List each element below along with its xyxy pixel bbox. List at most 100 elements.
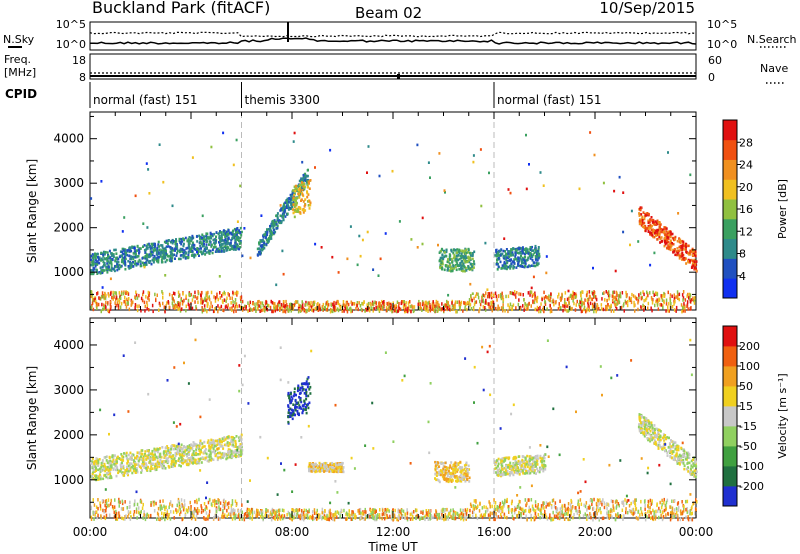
ground-point <box>534 307 536 312</box>
ground-point <box>585 309 587 314</box>
scatter-point <box>216 443 219 447</box>
ground-point <box>607 303 609 307</box>
scatter-point <box>342 470 345 474</box>
scatter-point <box>158 143 161 146</box>
ground-point <box>523 308 525 312</box>
scatter-point <box>229 231 231 235</box>
ground-point <box>588 305 590 309</box>
ground-point <box>250 308 252 312</box>
ground-point <box>584 298 586 302</box>
scatter-point <box>314 242 317 246</box>
scatter-point <box>682 248 685 251</box>
ground-point <box>350 300 352 304</box>
scatter-point <box>505 264 508 268</box>
ground-point <box>288 302 291 307</box>
scatter-point <box>171 455 174 458</box>
ground-point <box>258 304 260 308</box>
scatter-point <box>264 236 267 239</box>
scatter-point <box>121 257 124 260</box>
scatter-point <box>108 462 111 465</box>
ground-point <box>366 308 368 312</box>
ground-point <box>548 294 550 298</box>
ground-point <box>435 302 437 306</box>
scatter-point <box>305 382 308 386</box>
ground-point <box>465 302 467 306</box>
ground-point <box>298 308 300 312</box>
ground-point <box>458 300 460 304</box>
scatter-point <box>306 183 309 186</box>
ground-point <box>231 308 233 312</box>
scatter-point <box>303 402 306 406</box>
scatter-point <box>225 457 228 461</box>
scatter-point <box>191 447 194 451</box>
ground-point <box>140 309 142 313</box>
ground-point <box>404 309 407 314</box>
ground-point <box>479 302 482 307</box>
colorbar-segment <box>723 238 737 259</box>
scatter-point <box>530 264 533 267</box>
scatter-point <box>454 471 457 475</box>
scatter-point <box>155 468 158 471</box>
scatter-point <box>312 467 315 471</box>
scatter-point <box>681 246 684 250</box>
scatter-point <box>221 437 224 441</box>
ground-point <box>565 304 567 308</box>
ground-point <box>100 295 103 299</box>
scatter-point <box>286 212 289 216</box>
scatter-point <box>167 460 170 463</box>
scatter-point <box>652 231 654 234</box>
scatter-point <box>129 266 132 269</box>
ground-point <box>270 299 272 304</box>
ground-point <box>684 304 686 308</box>
ground-point <box>255 309 257 313</box>
scatter-point <box>276 224 279 228</box>
ground-point <box>645 298 647 302</box>
scatter-point <box>149 255 152 258</box>
ground-point <box>505 294 507 299</box>
scatter-point <box>125 465 128 469</box>
ground-point <box>146 307 148 311</box>
ground-point <box>195 305 197 309</box>
scatter-point <box>517 259 520 263</box>
scatter-point <box>442 467 445 471</box>
scatter-point <box>191 446 194 449</box>
scatter-point <box>219 230 221 233</box>
scatter-point <box>663 239 666 243</box>
scatter-point <box>195 453 198 457</box>
ground-point <box>168 305 171 310</box>
ground-point <box>108 294 110 298</box>
colorbar-tick-label: 4 <box>739 270 746 283</box>
scatter-point <box>293 208 296 212</box>
ground-point <box>177 301 180 305</box>
scatter-point <box>178 452 181 456</box>
ground-point <box>574 308 577 312</box>
scatter-point <box>100 461 103 465</box>
ground-point <box>427 309 429 313</box>
scatter-point <box>663 244 666 248</box>
ground-point <box>343 303 345 307</box>
scatter-point <box>283 208 286 212</box>
scatter-point <box>593 153 596 157</box>
scatter-point <box>238 451 241 454</box>
scatter-point <box>222 233 225 236</box>
ground-point <box>550 309 553 313</box>
scatter-point <box>106 251 109 254</box>
ground-point <box>107 292 109 296</box>
scatter-point <box>666 236 669 239</box>
scatter-point <box>287 208 290 211</box>
scatter-point <box>121 471 124 475</box>
scatter-point <box>220 245 223 248</box>
ground-point <box>366 303 368 307</box>
ground-point <box>539 305 541 310</box>
scatter-point <box>114 248 117 252</box>
scatter-point <box>366 171 368 174</box>
scatter-point <box>148 253 151 256</box>
scatter-point <box>215 238 218 242</box>
scatter-point <box>96 263 99 266</box>
scatter-point <box>651 234 654 237</box>
scatter-point <box>118 255 121 259</box>
ground-point <box>608 293 611 298</box>
scatter-point <box>329 463 332 466</box>
scatter-point <box>170 465 173 468</box>
scatter-point <box>174 245 177 248</box>
